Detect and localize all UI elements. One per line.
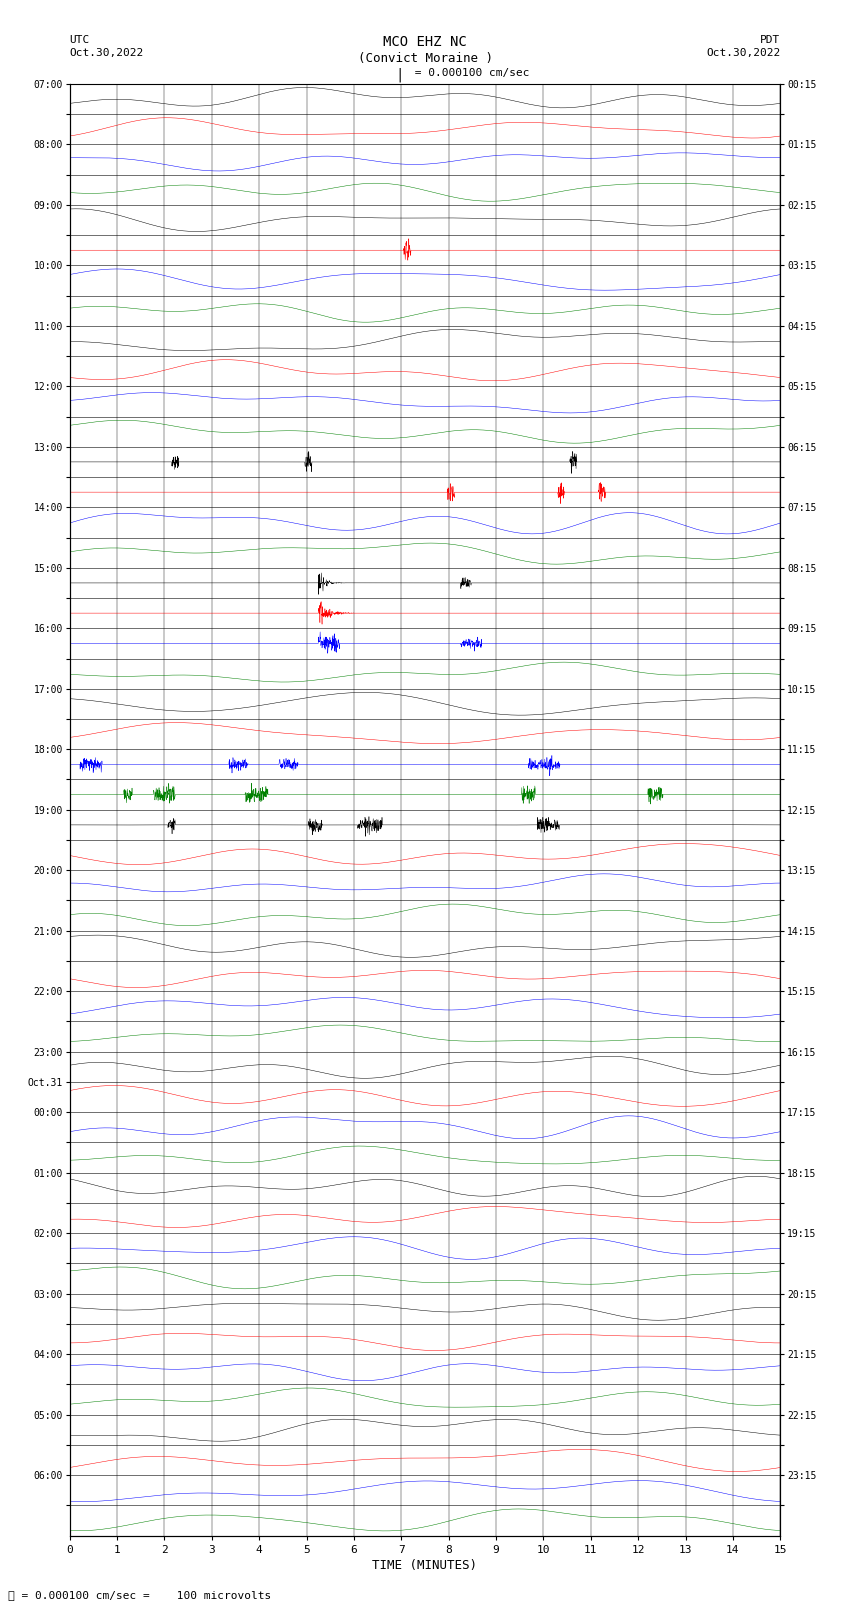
X-axis label: TIME (MINUTES): TIME (MINUTES) [372,1558,478,1571]
Text: PDT: PDT [760,35,780,45]
Text: = 0.000100 cm/sec: = 0.000100 cm/sec [408,68,530,77]
Text: Oct.30,2022: Oct.30,2022 [70,48,144,58]
Text: |: | [395,68,404,82]
Text: Oct.30,2022: Oct.30,2022 [706,48,780,58]
Text: ℓ = 0.000100 cm/sec =    100 microvolts: ℓ = 0.000100 cm/sec = 100 microvolts [8,1590,272,1600]
Text: MCO EHZ NC: MCO EHZ NC [383,35,467,50]
Text: UTC: UTC [70,35,90,45]
Text: (Convict Moraine ): (Convict Moraine ) [358,52,492,65]
